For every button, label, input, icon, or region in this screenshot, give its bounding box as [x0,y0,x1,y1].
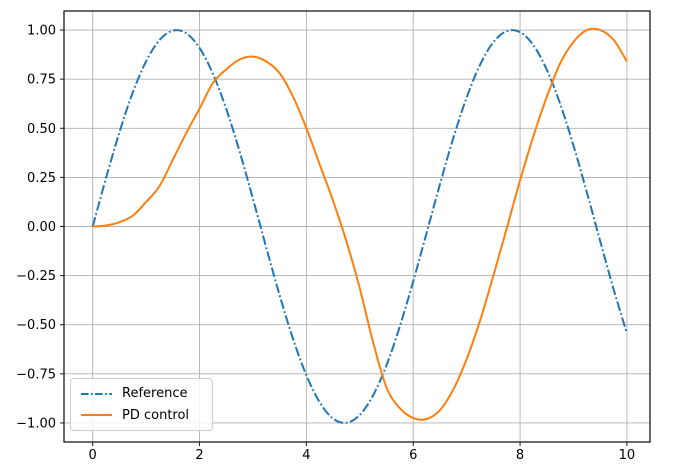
y-tick-label: −0.25 [16,269,56,284]
series-line-pd-control [92,27,628,421]
y-tick-label: 0.25 [27,171,56,186]
x-tick-label: 0 [89,448,97,463]
reference-dashdot-line-swatch [81,392,112,395]
y-tick-label: −0.75 [16,367,56,382]
y-tick-label: 0.00 [27,220,56,235]
y-tick-label: 1.00 [27,24,56,39]
series-line-reference [91,29,628,424]
axes-frame [63,10,651,443]
x-tick-label: 8 [516,448,524,463]
x-tick-label: 2 [195,448,203,463]
legend-item-pd-control: PD control [80,405,203,426]
x-tick-label: 10 [619,448,636,463]
y-tick-label: 0.50 [27,122,56,137]
legend-label-reference: Reference [122,386,188,402]
y-tick-label: −1.00 [16,416,56,431]
legend-label-pd-control: PD control [122,407,190,423]
y-tick-label: 0.75 [27,73,56,88]
x-tick-label: 4 [302,448,310,463]
legend: Reference PD control [70,378,213,431]
legend-item-reference: Reference [80,383,203,404]
x-tick-label: 6 [409,448,417,463]
y-tick-label: −0.50 [16,318,56,333]
pd-control-solid-line-swatch [81,414,112,417]
